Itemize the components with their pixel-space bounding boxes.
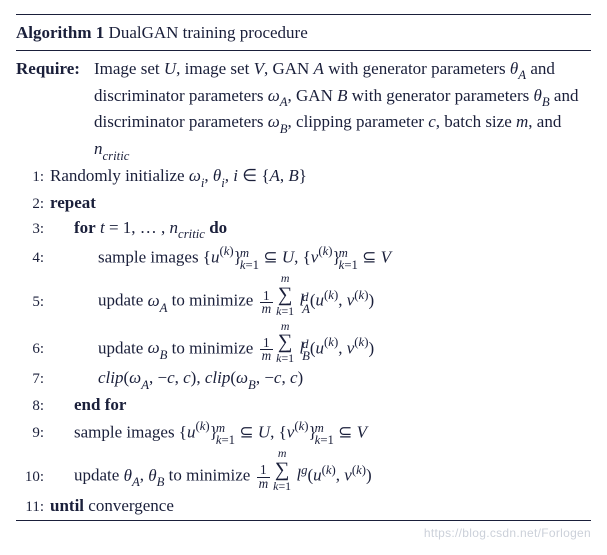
line-number: 10: — [16, 467, 50, 489]
algo-line: 10:update θA, θB to minimize 1mm∑k=1 lg(… — [16, 446, 591, 493]
line-number: 5: — [16, 292, 50, 314]
algorithm-body: 1:Randomly initialize ωi, θi, i ∈ {A, B}… — [16, 164, 591, 518]
line-code: until convergence — [50, 494, 591, 519]
line-code: update ωB to minimize 1mm∑k=1 ldB(u(k), … — [50, 319, 591, 366]
line-number: 8: — [16, 396, 50, 418]
line-code: update ωA to minimize 1mm∑k=1 ldA(u(k), … — [50, 271, 591, 318]
line-number: 6: — [16, 339, 50, 361]
algo-line: 5:update ωA to minimize 1mm∑k=1 ldA(u(k)… — [16, 271, 591, 318]
line-code: update θA, θB to minimize 1mm∑k=1 lg(u(k… — [50, 446, 591, 493]
require-block: Require: Image set U, image set V, GAN A… — [16, 57, 591, 165]
algo-line: 3:for t = 1, … , ncritic do — [16, 216, 591, 243]
algo-line: 4:sample images {u(k)}mk=1 ⊆ U, {v(k)}mk… — [16, 243, 591, 272]
line-number: 1: — [16, 167, 50, 189]
require-label: Require: — [16, 57, 94, 165]
algo-line: 11:until convergence — [16, 494, 591, 519]
algo-line: 7:clip(ωA, −c, c), clip(ωB, −c, c) — [16, 366, 591, 393]
line-number: 7: — [16, 369, 50, 391]
line-code: sample images {u(k)}mk=1 ⊆ U, {v(k)}mk=1… — [50, 243, 591, 272]
watermark-text: https://blog.csdn.net/Forlogen — [16, 525, 591, 542]
algo-line: 6:update ωB to minimize 1mm∑k=1 ldB(u(k)… — [16, 319, 591, 366]
line-code: Randomly initialize ωi, θi, i ∈ {A, B} — [50, 164, 591, 191]
title-rule — [16, 50, 591, 51]
algorithm-label: Algorithm 1 — [16, 23, 104, 42]
line-number: 9: — [16, 423, 50, 445]
line-code: repeat — [50, 191, 591, 216]
algorithm-title: Algorithm 1 DualGAN training procedure — [16, 21, 591, 46]
line-number: 11: — [16, 497, 50, 519]
algo-line: 8:end for — [16, 393, 591, 418]
algo-line: 2:repeat — [16, 191, 591, 216]
line-number: 3: — [16, 219, 50, 241]
algo-line: 1:Randomly initialize ωi, θi, i ∈ {A, B} — [16, 164, 591, 191]
bottom-rule — [16, 520, 591, 521]
top-rule — [16, 14, 591, 15]
line-code: sample images {u(k)}mk=1 ⊆ U, {v(k)}mk=1… — [50, 418, 591, 447]
line-code: for t = 1, … , ncritic do — [50, 216, 591, 243]
line-code: clip(ωA, −c, c), clip(ωB, −c, c) — [50, 366, 591, 393]
line-number: 2: — [16, 194, 50, 216]
algo-line: 9:sample images {u(k)}mk=1 ⊆ U, {v(k)}mk… — [16, 418, 591, 447]
line-number: 4: — [16, 248, 50, 270]
algorithm-name: DualGAN training procedure — [109, 23, 308, 42]
require-body: Image set U, image set V, GAN A with gen… — [94, 57, 591, 165]
line-code: end for — [50, 393, 591, 418]
